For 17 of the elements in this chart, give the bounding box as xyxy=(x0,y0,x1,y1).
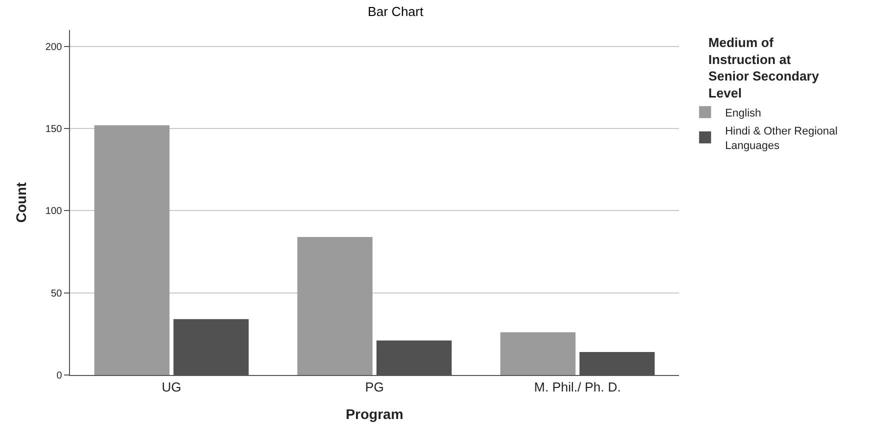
bar xyxy=(297,237,373,375)
legend-title: Medium of Instruction at Senior Secondary Level xyxy=(708,34,820,101)
bar xyxy=(500,332,576,375)
y-tick-label: 100 xyxy=(45,206,62,218)
bar xyxy=(94,125,170,375)
chart-title: Bar Chart xyxy=(368,4,424,19)
y-tick-label: 200 xyxy=(45,42,62,53)
legend-label: Hindi & Other Regional Languages xyxy=(725,126,838,152)
y-tick-label: 0 xyxy=(56,370,62,382)
y-tick-label: 150 xyxy=(45,124,62,136)
x-tick-label: PG xyxy=(365,380,384,395)
legend-label: English xyxy=(725,107,762,120)
y-tick-label: 50 xyxy=(50,288,62,300)
y-axis-title: Count xyxy=(12,182,29,223)
x-axis-title: Program xyxy=(346,406,404,422)
x-tick-label: M. Phil./ Ph. D. xyxy=(534,380,621,395)
x-tick-label: UG xyxy=(162,380,182,395)
